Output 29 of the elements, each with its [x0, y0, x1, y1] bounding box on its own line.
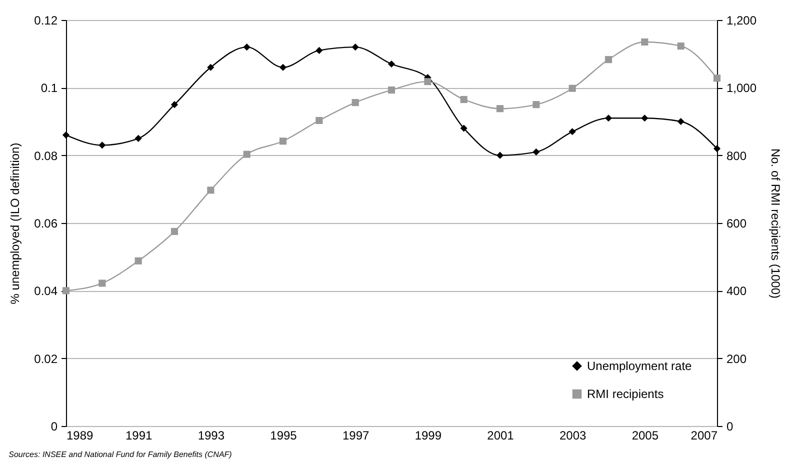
y2-tick-label: 200: [726, 352, 747, 366]
y-tick-label: 0.02: [34, 352, 58, 366]
source-note: Sources: INSEE and National Fund for Family Benefits (CNAF): [8, 450, 232, 459]
y2-tick-label: 1,200: [726, 14, 757, 28]
x-tick-label: 1995: [270, 428, 298, 442]
x-tick-label: 1991: [125, 428, 153, 442]
y-tick-label: 0.1: [40, 81, 58, 96]
x-tick-label: 1997: [342, 428, 370, 442]
y2-tick-label: 1,000: [726, 81, 757, 96]
y2-tick-label: 400: [726, 284, 747, 298]
legend-label: RMI recipients: [587, 387, 664, 401]
y-tick-label: 0.08: [34, 148, 58, 163]
y-tick-label: 0.06: [34, 216, 58, 230]
y-tick-label: 0.12: [34, 14, 58, 28]
x-tick-label: 2003: [559, 428, 587, 442]
x-tick-label: 1989: [66, 428, 94, 442]
x-tick-label: 2001: [487, 428, 514, 442]
y2-tick-label: 0: [726, 420, 734, 434]
legend-label: Unemployment rate: [587, 359, 692, 373]
y-axis-title: % unemployed (ILO definition): [8, 142, 22, 304]
y2-axis-title: No. of RMI recipients (1000): [768, 148, 783, 299]
y2-tick-label: 600: [726, 216, 747, 230]
y-tick-label: 0.04: [34, 284, 58, 298]
x-tick-label: 2005: [632, 428, 659, 442]
x-tick-label: 1999: [414, 428, 442, 442]
y2-tick-label: 800: [726, 148, 747, 163]
x-tick-label: 2007: [690, 428, 718, 442]
y-tick-label: 0: [50, 420, 58, 434]
x-tick-label: 1993: [198, 428, 225, 442]
